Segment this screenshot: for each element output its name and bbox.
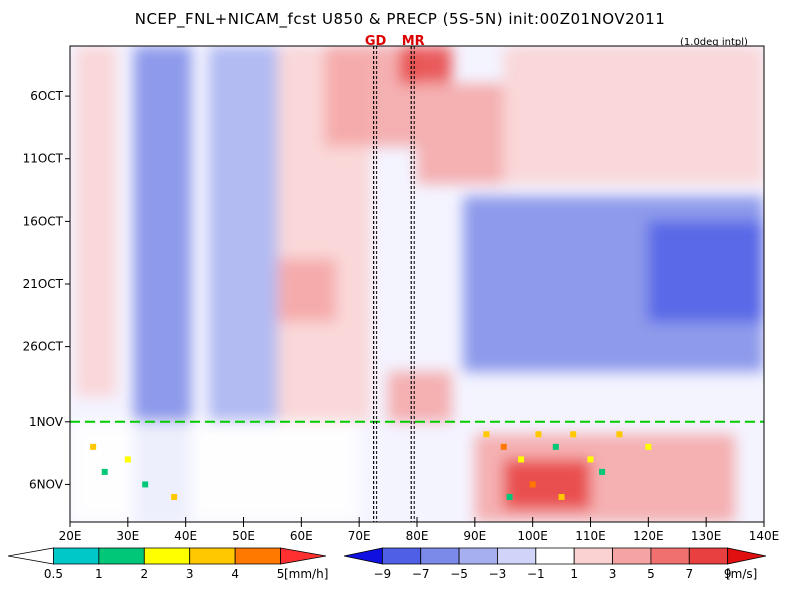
- precip-point-2: [124, 456, 131, 463]
- u850-legend-swatch-4: [497, 547, 537, 565]
- u850-legend-swatch-0: [343, 547, 383, 565]
- precip-legend-level-5: 5: [277, 567, 285, 581]
- u850-legend-swatch-2: [420, 547, 460, 565]
- u850-band-10: [648, 221, 764, 322]
- precip-point-16: [506, 493, 513, 500]
- precip-point-1: [101, 468, 108, 475]
- u850-legend-level-3: −3: [489, 567, 507, 581]
- x-tick-label-2: 40E: [174, 529, 197, 543]
- u850-legend-level-2: −5: [450, 567, 468, 581]
- u850-legend-level-6: 3: [609, 567, 617, 581]
- precip-legend-swatch-0: [7, 547, 54, 565]
- x-tick-label-1: 30E: [116, 529, 139, 543]
- u850-legend-swatch-10: [727, 547, 767, 565]
- u850-legend-level-5: 1: [570, 567, 578, 581]
- precip-legend-swatch-2: [98, 547, 145, 565]
- u850-legend-level-1: −7: [412, 567, 430, 581]
- u850-legend-swatch-7: [612, 547, 652, 565]
- precip-legend-level-4: 4: [231, 567, 239, 581]
- precip-legend-swatch-4: [189, 547, 236, 565]
- y-tick-label-6: 6NOV: [29, 477, 64, 491]
- precip-legend-unit: [mm/h]: [284, 567, 328, 581]
- plot-area: [70, 46, 764, 522]
- u850-legend-level-0: −9: [374, 567, 392, 581]
- u850-band-1: [75, 46, 117, 397]
- x-tick-label-8: 100E: [517, 529, 548, 543]
- x-tick-label-7: 90E: [463, 529, 486, 543]
- u850-legend-swatch-9: [688, 547, 729, 565]
- x-tick-label-3: 50E: [232, 529, 255, 543]
- y-tick-label-0: 6OCT: [30, 89, 63, 103]
- precip-legend-swatch-5: [234, 547, 281, 565]
- precip-legend-level-2: 2: [140, 567, 148, 581]
- u850-band-6: [417, 83, 504, 184]
- u850-legend-swatch-5: [535, 547, 575, 565]
- marker-label-0: GD: [365, 34, 387, 49]
- precip-point-6: [500, 443, 507, 450]
- precip-legend-level-3: 3: [186, 567, 194, 581]
- u850-legend-swatch-3: [458, 547, 498, 565]
- u850-legend-level-9: 9: [724, 567, 732, 581]
- u850-legend-level-8: 7: [685, 567, 693, 581]
- precip-point-5: [483, 431, 490, 438]
- precip-point-3: [142, 481, 149, 488]
- x-tick-label-6: 80E: [406, 529, 429, 543]
- chart-title: NCEP_FNL+NICAM_fcst U850 & PRECP (5S-5N)…: [134, 10, 666, 28]
- x-tick-label-5: 70E: [348, 529, 371, 543]
- x-tick-label-4: 60E: [290, 529, 313, 543]
- u850-band-8: [388, 371, 452, 422]
- precip-point-4: [171, 493, 178, 500]
- precip-legend-swatch-3: [143, 547, 191, 565]
- u850-band-5: [399, 46, 452, 84]
- marker-label-1: MR: [402, 34, 425, 49]
- u850-legend-swatch-1: [381, 547, 422, 565]
- precip-legend-swatch-6: [280, 547, 327, 565]
- precip-legend-level-1: 1: [95, 567, 103, 581]
- precip-point-17: [558, 493, 565, 500]
- u850-legend-level-4: −1: [527, 567, 545, 581]
- y-tick-label-4: 26OCT: [23, 340, 64, 354]
- precip-point-14: [616, 431, 623, 438]
- precip-point-12: [529, 481, 536, 488]
- u850-band-14: [70, 421, 360, 522]
- precip-point-13: [599, 468, 606, 475]
- precip-legend-level-0: 0.5: [44, 567, 63, 581]
- precip-point-8: [535, 431, 542, 438]
- u850-legend-swatch-8: [650, 547, 690, 565]
- x-tick-label-10: 120E: [633, 529, 664, 543]
- precip-legend-swatch-1: [53, 547, 100, 565]
- u850-band-11: [503, 46, 764, 184]
- precip-point-11: [587, 456, 594, 463]
- x-tick-label-0: 20E: [59, 529, 82, 543]
- y-tick-label-1: 11OCT: [23, 152, 64, 166]
- x-tick-label-12: 140E: [749, 529, 780, 543]
- precip-point-0: [90, 443, 97, 450]
- precip-point-9: [552, 443, 559, 450]
- u850-band-7: [278, 258, 337, 322]
- u850-legend-level-7: 5: [647, 567, 655, 581]
- chart-subtitle: (1.0deg intpl): [680, 37, 748, 48]
- precip-point-10: [570, 431, 577, 438]
- u850-band-2: [208, 46, 279, 422]
- x-tick-label-11: 130E: [691, 529, 722, 543]
- x-tick-label-9: 110E: [575, 529, 606, 543]
- precip-point-15: [645, 443, 652, 450]
- u850-band-13: [503, 459, 591, 510]
- y-tick-label-5: 1NOV: [29, 415, 64, 429]
- y-tick-label-2: 16OCT: [23, 214, 64, 228]
- precip-point-7: [518, 456, 525, 463]
- y-tick-label-3: 21OCT: [23, 277, 64, 291]
- u850-legend-swatch-6: [573, 547, 613, 565]
- u850-legend-unit: [m/s]: [726, 567, 757, 581]
